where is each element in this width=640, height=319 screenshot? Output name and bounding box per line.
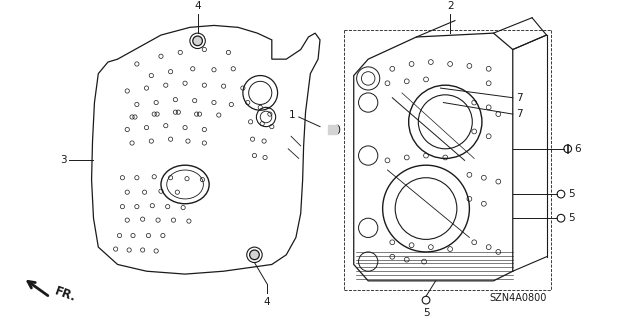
Text: 4: 4 (195, 1, 201, 11)
Text: 5: 5 (568, 189, 574, 199)
Text: 2: 2 (447, 1, 453, 11)
Circle shape (193, 36, 202, 46)
Text: 3: 3 (60, 155, 67, 165)
Text: 6: 6 (575, 144, 581, 154)
Text: 7: 7 (516, 109, 522, 119)
Polygon shape (354, 33, 513, 281)
Text: 1: 1 (289, 110, 296, 120)
Text: 7: 7 (516, 93, 522, 103)
Circle shape (250, 250, 259, 260)
Ellipse shape (335, 125, 340, 134)
Text: SZN4A0800: SZN4A0800 (489, 293, 547, 303)
Text: 4: 4 (264, 297, 270, 307)
Polygon shape (92, 26, 320, 274)
Text: FR.: FR. (53, 285, 78, 304)
Text: 5: 5 (422, 308, 429, 318)
Text: 5: 5 (568, 213, 574, 223)
